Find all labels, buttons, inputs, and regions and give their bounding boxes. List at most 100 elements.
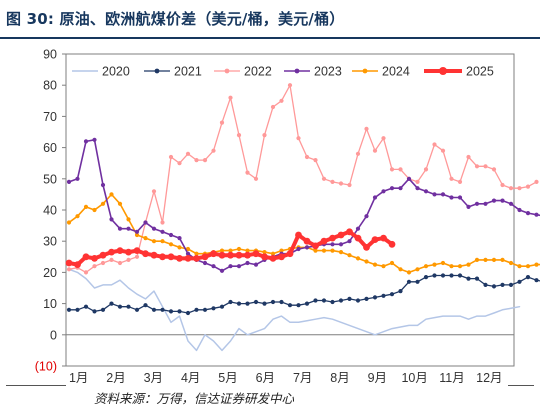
series-point-2025 xyxy=(142,250,149,258)
series-point-2022 xyxy=(126,257,131,262)
source-divider-left xyxy=(6,385,66,386)
series-point-2021 xyxy=(245,301,250,306)
series-point-2025 xyxy=(295,231,302,239)
x-tick-label: 10月 xyxy=(401,371,427,385)
series-point-2023 xyxy=(75,176,80,181)
series-point-2021 xyxy=(500,282,505,287)
series-point-2025 xyxy=(218,251,226,259)
series-point-2023 xyxy=(296,246,301,252)
series-point-2025 xyxy=(235,251,243,259)
series-point-2024 xyxy=(219,248,225,253)
y-tick-label: 40 xyxy=(43,204,57,218)
series-line-2021 xyxy=(68,274,540,314)
series-point-2025 xyxy=(210,250,217,258)
series-point-2023 xyxy=(483,201,488,206)
series-point-2024 xyxy=(415,267,420,272)
series-point-2022 xyxy=(440,148,446,153)
series-point-2023 xyxy=(143,220,148,225)
series-point-2022 xyxy=(202,158,208,163)
series-point-2023 xyxy=(372,195,378,200)
series-point-2022 xyxy=(262,133,267,138)
series-point-2024 xyxy=(134,232,140,238)
series-point-2021 xyxy=(321,298,327,303)
series-point-2024 xyxy=(92,207,97,213)
y-tick-label: 60 xyxy=(43,141,57,155)
series-point-2024 xyxy=(143,236,148,241)
legend-label-2025: 2025 xyxy=(466,65,494,79)
y-tick-label: 90 xyxy=(43,48,57,62)
series-point-2022 xyxy=(245,170,250,175)
series-point-2022 xyxy=(296,136,301,141)
series-point-2023 xyxy=(474,201,480,206)
series-point-2024 xyxy=(355,256,361,261)
x-tick-label: 12月 xyxy=(476,371,502,385)
series-point-2023 xyxy=(423,189,429,194)
series-point-2021 xyxy=(381,293,386,298)
series-point-2022 xyxy=(415,179,420,184)
series-point-2023 xyxy=(83,139,89,144)
plot-frame xyxy=(65,53,515,367)
series-point-2024 xyxy=(100,201,106,206)
series-point-2021 xyxy=(287,303,293,308)
x-tick-label: 2月 xyxy=(106,371,125,385)
series-point-2025 xyxy=(167,253,175,261)
series-point-2023 xyxy=(517,207,522,213)
series-point-2025 xyxy=(133,247,141,255)
series-point-2022 xyxy=(236,133,242,138)
series-point-2024 xyxy=(117,201,123,206)
series-point-2023 xyxy=(525,211,531,216)
series-point-2025 xyxy=(65,259,73,267)
series-point-2024 xyxy=(406,270,412,275)
series-point-2023 xyxy=(236,264,242,269)
series-point-2024 xyxy=(398,267,403,272)
series-point-2022 xyxy=(423,167,429,172)
series-point-2024 xyxy=(75,214,80,219)
series-point-2021 xyxy=(228,299,233,305)
series-point-2022 xyxy=(253,176,259,181)
series-point-2022 xyxy=(109,257,114,262)
series-point-2024 xyxy=(262,250,267,255)
series-point-2022 xyxy=(347,182,352,188)
series-point-2022 xyxy=(432,142,437,147)
x-tick-label: 11月 xyxy=(439,371,464,385)
series-point-2025 xyxy=(99,251,107,259)
series-point-2022 xyxy=(525,184,531,189)
series-point-2022 xyxy=(100,260,106,266)
series-point-2021 xyxy=(491,284,497,289)
series-point-2021 xyxy=(262,301,267,306)
title-underline xyxy=(0,37,540,39)
series-point-2021 xyxy=(423,275,429,280)
series-point-2021 xyxy=(66,307,72,312)
series-point-2022 xyxy=(270,104,276,110)
series-point-2024 xyxy=(236,246,242,252)
series-point-2025 xyxy=(227,251,234,259)
series-point-2024 xyxy=(500,257,505,262)
series-point-2024 xyxy=(270,251,276,256)
series-point-2021 xyxy=(185,310,191,316)
series-line-2020 xyxy=(68,268,521,352)
series-point-2022 xyxy=(355,151,361,156)
series-point-2022 xyxy=(92,264,97,269)
series-point-2023 xyxy=(491,198,497,203)
series-point-2025 xyxy=(278,253,285,261)
series-point-2021 xyxy=(168,309,174,314)
series-point-2024 xyxy=(228,248,233,253)
series-point-2021 xyxy=(211,306,216,311)
series-point-2022 xyxy=(177,161,182,166)
legend-marker-2023 xyxy=(294,68,300,74)
series-point-2024 xyxy=(245,248,250,253)
y-tick-label: (10) xyxy=(35,360,57,374)
series-point-2023 xyxy=(338,242,344,247)
series-point-2023 xyxy=(160,229,165,234)
legend-label-2020: 2020 xyxy=(102,65,130,79)
figure-title: 图 30: 原油、欧洲航煤价差（美元/桶，美元/桶） xyxy=(6,10,345,28)
series-point-2023 xyxy=(126,226,131,231)
legend-label-2022: 2022 xyxy=(244,65,272,79)
series-point-2023 xyxy=(168,232,174,238)
series-point-2025 xyxy=(193,255,200,262)
series-point-2025 xyxy=(303,237,311,245)
y-tick-label: 30 xyxy=(43,235,57,249)
series-point-2024 xyxy=(151,239,157,244)
series-point-2022 xyxy=(449,176,454,181)
series-point-2022 xyxy=(279,98,284,103)
